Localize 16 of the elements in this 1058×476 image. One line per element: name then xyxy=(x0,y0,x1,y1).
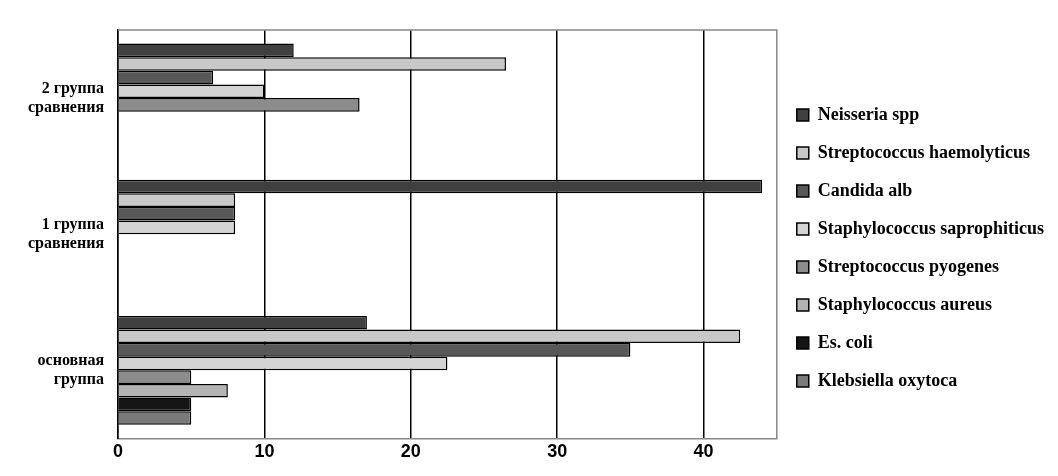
x-tick-label: 40 xyxy=(693,441,714,462)
x-tick-label: 0 xyxy=(113,441,124,462)
legend-label: Es. coli xyxy=(817,331,873,352)
x-tick-label: 20 xyxy=(400,441,421,462)
legend-label: Staphylococcus saprophiticus xyxy=(817,217,1045,238)
legend-label: Staphylococcus aureus xyxy=(817,293,992,314)
y-tick-label: 2 группа сравнения xyxy=(27,78,105,116)
y-tick-label: основная группа xyxy=(37,350,105,389)
legend-label: Neisseria spp xyxy=(817,103,920,124)
x-tick-label: 10 xyxy=(254,441,275,462)
legend-label: Klebsiella oxytoca xyxy=(817,369,958,390)
legend-label: Candida alb xyxy=(817,179,913,200)
legend-label: Streptococcus haemolyticus xyxy=(817,141,1030,162)
x-tick-label: 30 xyxy=(547,441,568,462)
legend-label: Streptococcus pyogenes xyxy=(817,255,999,276)
y-tick-label: 1 группа сравнения xyxy=(27,214,105,252)
